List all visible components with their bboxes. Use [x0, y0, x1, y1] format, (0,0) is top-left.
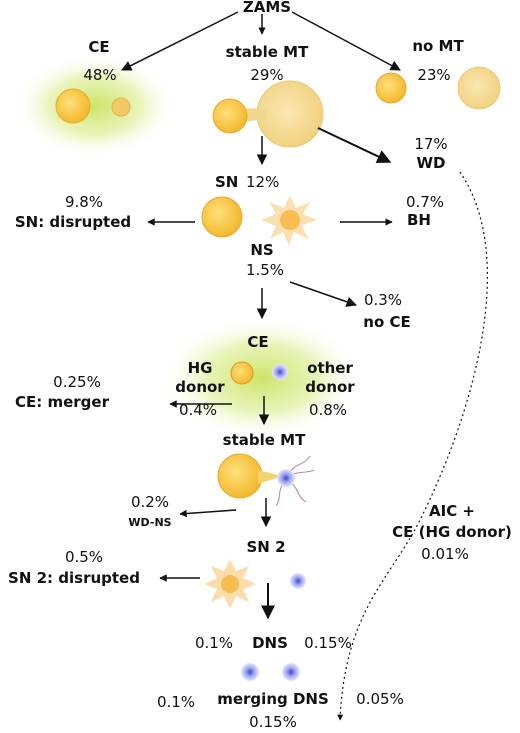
wd-percent: 17% [414, 135, 448, 153]
bh-label: BH [407, 211, 431, 229]
sn-core [280, 210, 300, 230]
merging-dns-label: merging DNS [217, 690, 329, 708]
sn-percent: 12% [246, 173, 280, 191]
dns-ns-right [282, 663, 300, 681]
ce-merger-label: CE: merger [15, 393, 109, 411]
no-ce-label: no CE [363, 313, 411, 331]
ce-top-percent: 48% [83, 66, 117, 84]
wd-ns-label: WD-NS [128, 516, 172, 529]
arrow-mt-wd [317, 127, 392, 163]
mt-accretor [212, 98, 248, 134]
nomt-star-large [457, 66, 501, 110]
other-donor-percent: 0.8% [308, 401, 348, 419]
zams-label: ZAMS [242, 0, 292, 16]
arrow-mt-wdns [179, 509, 237, 518]
arrow-zams-nomt [291, 11, 401, 71]
stable-mt-top-percent: 29% [250, 66, 284, 84]
mt-mid-stream [258, 470, 282, 484]
sn-disrupted-percent: 9.8% [64, 193, 104, 211]
sn2-disrupted-percent: 0.5% [64, 548, 104, 566]
ns-label: NS [250, 241, 274, 259]
ce-merger-percent: 0.25% [53, 373, 101, 391]
nomt-star-small [375, 72, 407, 104]
aic-label-2: CE (HG donor) [392, 523, 512, 541]
ce-mid-glow [160, 316, 364, 440]
no-mt-label: no MT [412, 37, 464, 55]
wd-label: WD [416, 154, 446, 172]
bh-percent: 0.7% [405, 193, 445, 211]
merging-right-percent: 0.05% [356, 690, 404, 708]
sn2-core [221, 575, 239, 593]
sn2-label: SN 2 [246, 538, 286, 556]
dns-right-percent: 0.15% [304, 634, 352, 652]
dns-ns-left [241, 663, 259, 681]
other-donor-label-1: other [307, 359, 353, 377]
ns-percent: 1.5% [245, 261, 285, 279]
sn2-disrupted-label: SN 2: disrupted [8, 569, 140, 587]
stable-mt-top-label: stable MT [225, 43, 309, 61]
no-mt-percent: 23% [417, 66, 451, 84]
wd-ns-percent: 0.2% [130, 493, 170, 511]
other-donor-label-2: donor [305, 378, 355, 396]
sn-label: SN [215, 173, 239, 191]
ce-star-primary [55, 88, 91, 124]
hg-donor-star [230, 361, 254, 385]
arrow-zams-ce [121, 11, 239, 71]
dns-left-percent: 0.1% [194, 634, 234, 652]
hg-donor-percent: 0.4% [178, 401, 218, 419]
merging-left-percent: 0.1% [156, 693, 196, 711]
hg-donor-label-2: donor [175, 378, 225, 396]
ce-top-label: CE [88, 38, 110, 56]
sn2-ns [290, 573, 306, 589]
mt-mid-ns [277, 469, 295, 487]
merging-bottom-percent: 0.15% [249, 713, 297, 731]
sn-companion [201, 196, 243, 238]
ce-mid-label: CE [247, 333, 269, 351]
stable-mt-mid-label: stable MT [222, 431, 306, 449]
mt-mid-donor [217, 453, 263, 499]
arrow-wd-aic [337, 171, 488, 721]
aic-label-1: AIC + [429, 502, 475, 520]
ce-mid-ns [272, 364, 288, 380]
ce-top-glow [13, 54, 177, 158]
no-ce-percent: 0.3% [363, 291, 403, 309]
aic-percent: 0.01% [421, 545, 469, 563]
hg-donor-label-1: HG [187, 359, 213, 377]
dns-label: DNS [252, 634, 288, 652]
sn-disrupted-label: SN: disrupted [14, 213, 132, 231]
arrow-ns-noce [289, 281, 357, 307]
ce-star-secondary [111, 97, 131, 117]
